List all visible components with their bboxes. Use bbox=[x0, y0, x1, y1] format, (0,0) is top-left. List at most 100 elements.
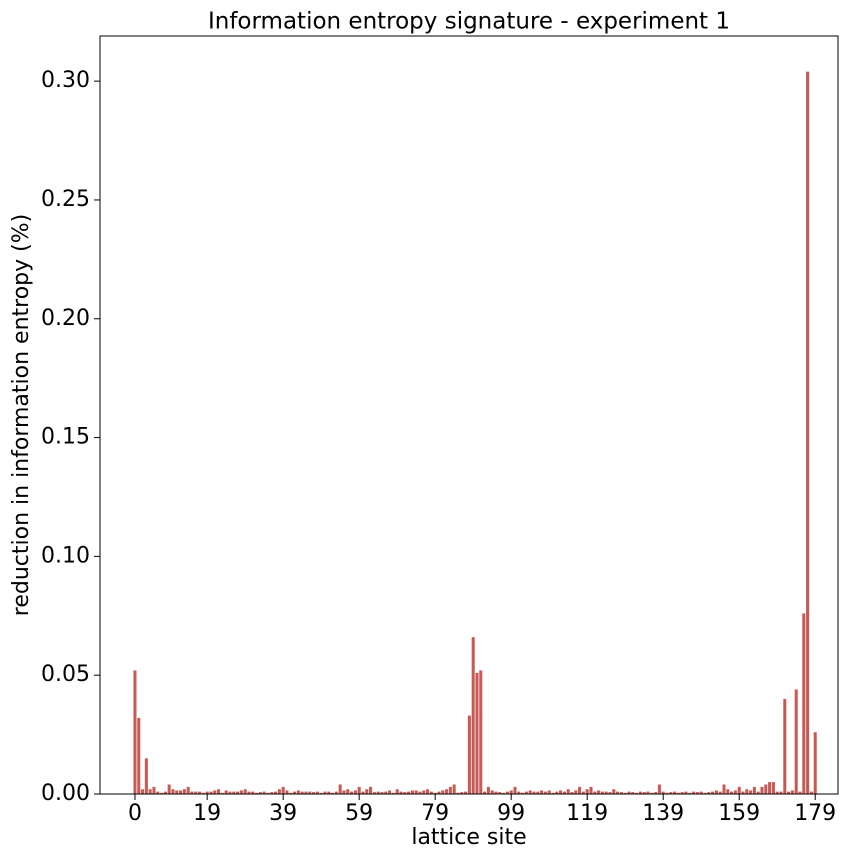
bar bbox=[251, 791, 255, 794]
bar bbox=[521, 792, 525, 794]
bar bbox=[160, 792, 164, 794]
bar bbox=[665, 792, 669, 794]
bar bbox=[467, 715, 471, 794]
plot-frame bbox=[99, 35, 839, 795]
bar bbox=[464, 791, 468, 794]
bar bbox=[657, 784, 661, 794]
bar bbox=[654, 792, 658, 794]
bar bbox=[353, 790, 357, 794]
x-tick-label: 19 bbox=[193, 801, 221, 826]
bar bbox=[285, 790, 289, 794]
bar bbox=[813, 732, 817, 794]
chart-title: Information entropy signature - experime… bbox=[208, 9, 730, 35]
bar bbox=[737, 786, 741, 794]
y-tick-label: 0.10 bbox=[41, 543, 90, 568]
bar bbox=[258, 792, 262, 794]
bar bbox=[783, 698, 787, 794]
bar bbox=[498, 792, 502, 794]
bar bbox=[707, 792, 711, 794]
bar bbox=[555, 791, 559, 794]
x-tick-label: 139 bbox=[642, 801, 684, 826]
bar bbox=[718, 791, 722, 794]
bar bbox=[365, 789, 369, 794]
bar bbox=[806, 71, 810, 794]
bar bbox=[703, 792, 707, 794]
bar bbox=[711, 791, 715, 794]
bar bbox=[243, 789, 247, 794]
bar bbox=[483, 791, 487, 794]
bar bbox=[281, 786, 285, 794]
bar bbox=[745, 789, 749, 794]
bar bbox=[517, 791, 521, 794]
bar bbox=[152, 786, 156, 794]
bar bbox=[410, 790, 414, 794]
bar bbox=[722, 784, 726, 794]
bar bbox=[475, 672, 479, 794]
bar bbox=[794, 689, 798, 794]
y-tick-label: 0.00 bbox=[41, 781, 90, 806]
bar bbox=[559, 790, 563, 794]
bar bbox=[312, 792, 316, 794]
bar bbox=[768, 782, 772, 794]
bar bbox=[384, 791, 388, 794]
bar bbox=[798, 791, 802, 794]
bar bbox=[502, 792, 506, 794]
bar bbox=[133, 670, 137, 794]
bar bbox=[144, 758, 148, 794]
bar bbox=[445, 789, 449, 794]
bar bbox=[236, 791, 240, 794]
bar bbox=[350, 791, 354, 794]
y-tick-label: 0.25 bbox=[41, 187, 90, 212]
bar bbox=[239, 790, 243, 794]
bar bbox=[771, 782, 775, 794]
bar bbox=[714, 790, 718, 794]
bar bbox=[752, 786, 756, 794]
bar bbox=[418, 791, 422, 794]
bar bbox=[809, 791, 813, 794]
bar bbox=[137, 717, 141, 794]
x-tick-label: 159 bbox=[718, 801, 760, 826]
bar bbox=[448, 786, 452, 794]
bar bbox=[524, 791, 528, 794]
bar bbox=[509, 790, 513, 794]
y-tick-label: 0.30 bbox=[41, 68, 90, 93]
bar bbox=[369, 786, 373, 794]
bar bbox=[775, 791, 779, 794]
bar bbox=[220, 792, 224, 794]
bar bbox=[612, 789, 616, 794]
bar bbox=[494, 791, 498, 794]
bar bbox=[616, 791, 620, 794]
bar bbox=[676, 792, 680, 794]
bar bbox=[289, 792, 293, 794]
bar bbox=[733, 790, 737, 794]
bar bbox=[217, 789, 221, 794]
bar bbox=[756, 791, 760, 794]
bar bbox=[232, 791, 236, 794]
bar bbox=[422, 790, 426, 794]
bar bbox=[334, 791, 338, 794]
bar bbox=[597, 790, 601, 794]
bar bbox=[760, 786, 764, 794]
bar bbox=[635, 792, 639, 794]
bar bbox=[414, 790, 418, 794]
bar bbox=[327, 791, 331, 794]
bar bbox=[403, 792, 407, 794]
bar bbox=[623, 792, 627, 794]
bar bbox=[331, 792, 335, 794]
bar bbox=[148, 789, 152, 794]
bar bbox=[395, 789, 399, 794]
bar bbox=[749, 790, 753, 794]
bar bbox=[361, 791, 365, 794]
bar bbox=[585, 789, 589, 794]
bar bbox=[441, 790, 445, 794]
bar bbox=[608, 792, 612, 794]
bar bbox=[490, 790, 494, 794]
bar bbox=[255, 792, 259, 794]
bar bbox=[429, 791, 433, 794]
bar bbox=[787, 791, 791, 794]
bar bbox=[391, 792, 395, 794]
bar bbox=[638, 791, 642, 794]
bar bbox=[224, 790, 228, 794]
bar bbox=[308, 791, 312, 794]
